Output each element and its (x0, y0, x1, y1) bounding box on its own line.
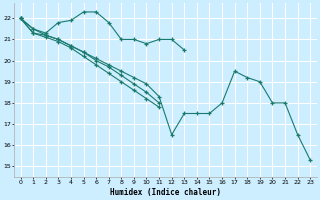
X-axis label: Humidex (Indice chaleur): Humidex (Indice chaleur) (110, 188, 221, 197)
